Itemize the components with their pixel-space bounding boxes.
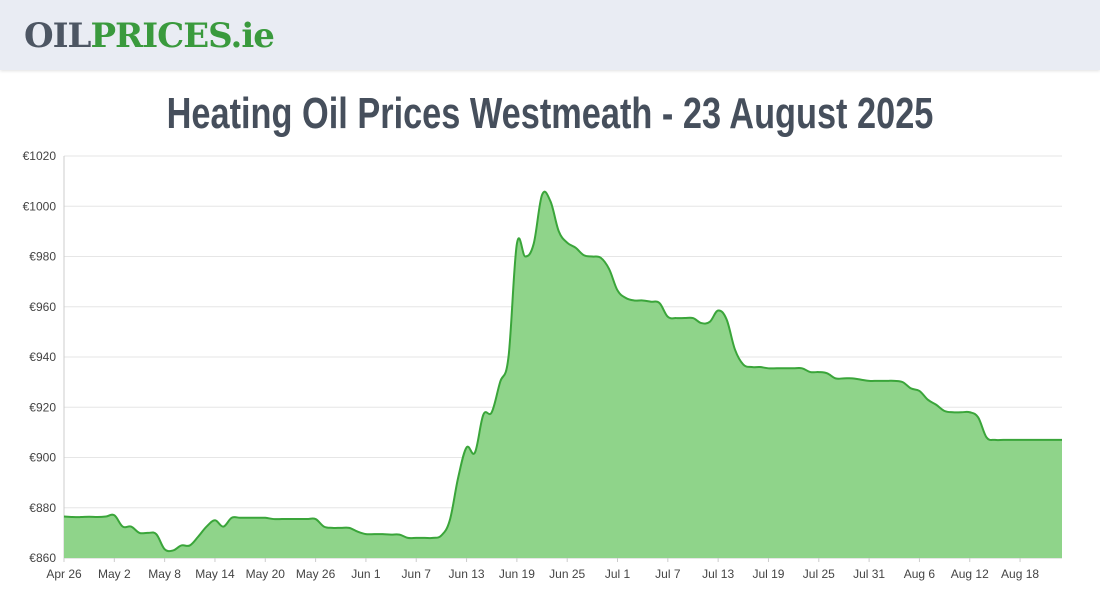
- logo-prices-text: PRICES: [90, 16, 231, 56]
- x-tick-label: Jun 25: [549, 567, 585, 581]
- x-tick-label: Jul 31: [853, 567, 885, 581]
- logo-oil-text: OIL: [24, 16, 91, 56]
- y-tick-label: €1000: [23, 199, 57, 213]
- x-tick-label: Jun 1: [351, 567, 381, 581]
- x-tick-label: Jun 13: [449, 567, 485, 581]
- x-tick-label: Jul 25: [803, 567, 835, 581]
- x-tick-label: May 14: [195, 567, 235, 581]
- logo-tld-text: .ie: [230, 16, 274, 56]
- series-line: [63, 190, 1062, 553]
- series-area: [64, 191, 1062, 559]
- y-tick-label: €940: [29, 350, 56, 364]
- x-tick-label: Jul 19: [752, 567, 784, 581]
- y-tick-label: €860: [29, 551, 56, 565]
- site-logo[interactable]: OILPRICES.ie: [24, 16, 275, 56]
- x-tick-label: Aug 12: [951, 567, 989, 581]
- x-tick-label: Jul 13: [702, 567, 734, 581]
- x-tick-label: Apr 26: [46, 567, 82, 581]
- y-tick-label: €900: [29, 451, 56, 465]
- x-tick-label: May 2: [98, 567, 131, 581]
- y-tick-label: €920: [29, 400, 56, 414]
- x-tick-label: Aug 18: [1001, 567, 1039, 581]
- x-tick-label: Jul 7: [655, 567, 681, 581]
- y-tick-label: €980: [29, 250, 56, 264]
- price-chart: €860 €880 €900 €920 €940 €960 €980 €1000 €1020 Ap…: [23, 149, 1062, 581]
- x-tick-label: Aug 6: [904, 567, 936, 581]
- y-tick-label: €880: [29, 501, 56, 515]
- site-header: OILPRICES.ie: [0, 0, 1100, 70]
- x-tick-label: May 26: [296, 567, 336, 581]
- x-tick-label: May 20: [246, 567, 286, 581]
- y-tick-label: €960: [29, 300, 56, 314]
- x-tick-label: Jul 1: [605, 567, 631, 581]
- x-tick-label: Jun 19: [499, 567, 535, 581]
- y-tick-label: €1020: [23, 149, 57, 163]
- x-tick-label: Jun 7: [402, 567, 432, 581]
- x-tick-label: May 8: [148, 567, 181, 581]
- page-title: Heating Oil Prices Westmeath - 23 August…: [166, 89, 934, 138]
